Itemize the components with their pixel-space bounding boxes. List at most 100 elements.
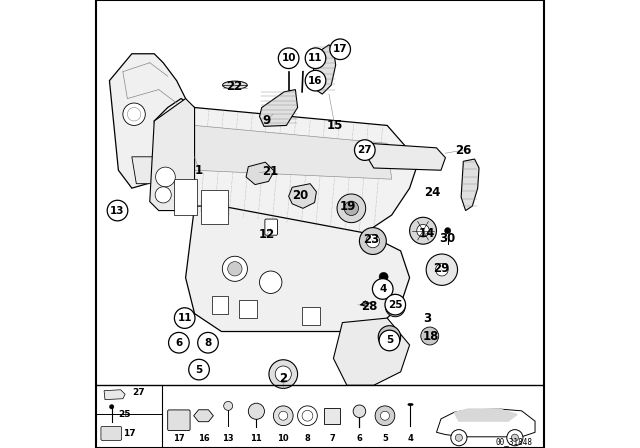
Bar [212, 296, 228, 314]
Polygon shape [186, 206, 410, 332]
Circle shape [360, 228, 387, 254]
Text: 8: 8 [204, 338, 212, 348]
Text: 11: 11 [308, 53, 323, 63]
Circle shape [455, 434, 463, 441]
Circle shape [198, 332, 218, 353]
Text: 20: 20 [292, 189, 308, 202]
Bar [302, 307, 320, 325]
Circle shape [222, 256, 248, 281]
Circle shape [451, 430, 467, 446]
Circle shape [168, 332, 189, 353]
Circle shape [269, 360, 298, 388]
Circle shape [248, 403, 264, 419]
Text: 30: 30 [440, 232, 456, 246]
Polygon shape [150, 99, 195, 211]
Circle shape [378, 326, 401, 348]
Text: 14: 14 [419, 227, 435, 241]
Circle shape [379, 272, 388, 281]
Circle shape [224, 401, 233, 410]
Text: 17: 17 [123, 429, 136, 438]
Circle shape [417, 224, 429, 237]
Circle shape [155, 187, 172, 203]
Circle shape [445, 228, 451, 234]
Circle shape [123, 103, 145, 125]
Text: 6: 6 [356, 434, 362, 443]
Polygon shape [104, 390, 125, 400]
Circle shape [302, 410, 313, 421]
Text: 16: 16 [308, 76, 323, 86]
Circle shape [385, 294, 406, 315]
Circle shape [385, 297, 405, 317]
Text: 15: 15 [326, 119, 343, 132]
Text: 29: 29 [433, 262, 449, 276]
Bar [174, 179, 197, 215]
Text: 4: 4 [379, 284, 387, 294]
Polygon shape [194, 410, 213, 422]
Polygon shape [154, 99, 419, 237]
Circle shape [353, 405, 365, 418]
Text: 24: 24 [424, 186, 440, 199]
Text: 17: 17 [333, 44, 348, 54]
Polygon shape [461, 159, 479, 211]
Circle shape [260, 271, 282, 293]
Polygon shape [333, 318, 410, 385]
Text: 27: 27 [358, 145, 372, 155]
Text: 3: 3 [424, 311, 431, 325]
Circle shape [344, 201, 358, 215]
Circle shape [174, 308, 195, 328]
Text: 19: 19 [340, 199, 356, 213]
Circle shape [436, 263, 448, 276]
Text: 4: 4 [408, 434, 413, 443]
Circle shape [511, 434, 518, 441]
Text: 21: 21 [262, 164, 279, 178]
Circle shape [107, 200, 128, 221]
Circle shape [366, 234, 380, 248]
Text: 10: 10 [282, 53, 296, 63]
Circle shape [385, 332, 394, 341]
Circle shape [426, 254, 458, 285]
Circle shape [279, 411, 288, 420]
Polygon shape [436, 409, 535, 437]
Circle shape [421, 327, 439, 345]
Text: 26: 26 [455, 143, 472, 157]
Text: 17: 17 [173, 434, 185, 443]
Ellipse shape [408, 403, 413, 406]
Circle shape [330, 39, 351, 60]
Polygon shape [260, 90, 298, 126]
Polygon shape [289, 184, 316, 208]
Bar [239, 300, 257, 318]
Circle shape [375, 406, 395, 426]
Text: 6: 6 [175, 338, 182, 348]
Polygon shape [367, 143, 445, 170]
Circle shape [372, 279, 393, 299]
Circle shape [507, 430, 523, 446]
Circle shape [337, 194, 365, 223]
Text: 25: 25 [118, 410, 131, 419]
Text: 13: 13 [222, 434, 234, 443]
Polygon shape [195, 125, 392, 179]
Circle shape [228, 262, 242, 276]
Bar [324, 408, 340, 424]
Circle shape [278, 48, 299, 69]
Text: 12: 12 [259, 228, 275, 241]
Circle shape [298, 406, 317, 426]
Polygon shape [132, 157, 172, 184]
Text: 9: 9 [262, 114, 270, 128]
Circle shape [127, 108, 141, 121]
Text: 5: 5 [386, 336, 393, 345]
Polygon shape [454, 409, 517, 421]
Bar [201, 190, 228, 224]
Text: 1: 1 [195, 164, 203, 177]
Text: 11: 11 [250, 434, 262, 443]
Polygon shape [314, 45, 335, 94]
Text: 27: 27 [132, 388, 145, 396]
Circle shape [189, 359, 209, 380]
Circle shape [355, 140, 375, 160]
Text: 11: 11 [177, 313, 192, 323]
Text: 28: 28 [361, 300, 378, 314]
Polygon shape [246, 162, 275, 185]
Circle shape [275, 366, 291, 382]
Text: 10: 10 [278, 434, 289, 443]
Text: 25: 25 [388, 300, 403, 310]
Circle shape [156, 167, 175, 187]
